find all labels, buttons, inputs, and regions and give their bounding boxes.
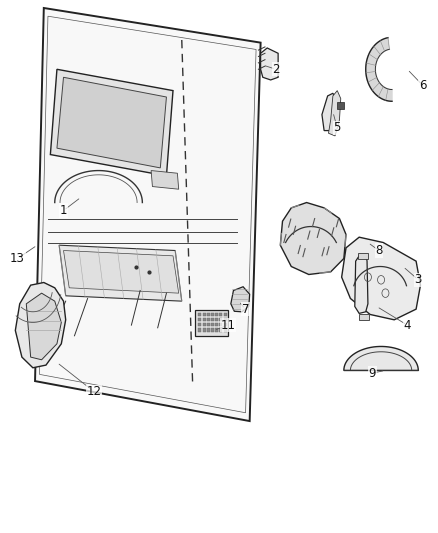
Polygon shape: [366, 38, 392, 101]
Text: 13: 13: [10, 252, 25, 265]
Polygon shape: [359, 314, 369, 320]
Bar: [215, 323, 218, 326]
Bar: [207, 318, 210, 321]
Bar: [207, 328, 210, 332]
Bar: [211, 328, 214, 332]
Polygon shape: [337, 102, 344, 109]
Text: 5: 5: [334, 122, 341, 134]
Bar: [223, 312, 226, 317]
Polygon shape: [344, 346, 418, 370]
Polygon shape: [322, 93, 337, 131]
Polygon shape: [151, 171, 179, 189]
Bar: [211, 312, 214, 317]
Polygon shape: [64, 251, 179, 293]
Polygon shape: [261, 48, 278, 80]
Bar: [198, 328, 201, 332]
Bar: [219, 323, 223, 326]
Bar: [203, 328, 206, 332]
Bar: [198, 312, 201, 317]
Bar: [219, 318, 223, 321]
Bar: [203, 323, 206, 326]
Bar: [219, 312, 223, 317]
Bar: [211, 323, 214, 326]
Bar: [223, 318, 226, 321]
Bar: [215, 328, 218, 332]
Text: 9: 9: [368, 367, 376, 379]
Polygon shape: [328, 91, 341, 136]
Polygon shape: [26, 293, 61, 360]
Polygon shape: [358, 253, 368, 259]
Bar: [207, 312, 210, 317]
Bar: [207, 323, 210, 326]
Text: 12: 12: [87, 385, 102, 398]
Polygon shape: [57, 77, 166, 168]
Bar: [211, 318, 214, 321]
Polygon shape: [50, 69, 173, 176]
Polygon shape: [35, 8, 261, 421]
Polygon shape: [39, 16, 256, 413]
Text: 3: 3: [415, 273, 422, 286]
Text: 4: 4: [403, 319, 411, 332]
Text: 1: 1: [60, 204, 67, 217]
Text: 6: 6: [419, 79, 427, 92]
Polygon shape: [355, 256, 368, 313]
Bar: [198, 318, 201, 321]
Bar: [198, 323, 201, 326]
Bar: [215, 312, 218, 317]
Text: 2: 2: [272, 63, 280, 76]
Polygon shape: [15, 282, 66, 368]
Bar: [219, 328, 223, 332]
Text: 11: 11: [220, 319, 235, 332]
Polygon shape: [280, 203, 346, 274]
Text: 7: 7: [241, 303, 249, 316]
Text: 8: 8: [375, 244, 382, 257]
Bar: [223, 328, 226, 332]
Polygon shape: [231, 287, 250, 312]
Polygon shape: [59, 245, 182, 301]
Bar: [203, 312, 206, 317]
Bar: [215, 318, 218, 321]
Bar: [203, 318, 206, 321]
Bar: [223, 323, 226, 326]
Bar: [195, 310, 228, 336]
Polygon shape: [342, 237, 420, 320]
